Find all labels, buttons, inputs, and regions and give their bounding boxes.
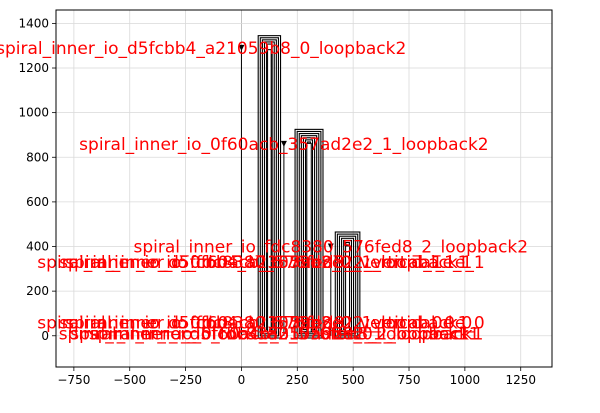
x-tick-label: −750: [57, 373, 90, 387]
port-annotation: spiral_inner_io_0f60acb_357ad2e2_1_loopb…: [70, 325, 479, 345]
spiral-turn: [334, 231, 361, 339]
port-annotation: spiral_inner_io_fdc8380_576fed8_2_vertic…: [65, 313, 485, 333]
port-annotation: spiral_inner_io_fdc8380_576fed8_2_loopba…: [134, 238, 529, 258]
layout-geometry: [238, 35, 361, 339]
y-tick-label: 1000: [18, 106, 49, 120]
spiral-turn: [298, 133, 320, 335]
spiral-turn: [294, 128, 324, 339]
spiral-turn: [259, 37, 279, 337]
port-marker: [327, 243, 334, 250]
port-annotation: spiral_inner_io_0f60acb_357ad2e2_1_loopb…: [59, 253, 468, 273]
port-annotation: spiral_inner_io_d5fcbb4_a21059b8_0_loopb…: [0, 39, 406, 59]
x-tick-label: 250: [286, 373, 309, 387]
y-tick-label: 200: [26, 284, 49, 298]
port-annotation: spiral_inner_io_fdc8380_576fed8_2_vertic…: [65, 253, 485, 273]
x-tick-label: 0: [238, 373, 246, 387]
port-annotation: spiral_inner_io_d5fcbb4_a21059b8_0_verti…: [37, 313, 472, 333]
x-tick-label: −500: [113, 373, 146, 387]
port-marker: [238, 44, 245, 51]
port-marker: [280, 140, 287, 147]
spiral-block: [257, 35, 282, 339]
x-tick-label: 1250: [505, 373, 536, 387]
x-tick-label: −250: [169, 373, 202, 387]
axis-ticks: −750 −500 −250 0 250 500 750 1000 1250 0 200 400 600…: [18, 16, 536, 387]
x-tick-label: 750: [398, 373, 421, 387]
spiral-turn: [296, 130, 322, 337]
x-tick-label: 500: [342, 373, 365, 387]
y-tick-label: 0: [41, 329, 49, 343]
port-annotation: spiral_inner_io_0f60acb_357ad2e2_1_loopb…: [59, 313, 468, 333]
port-annotation: spiral_inner_io_d5fcbb4_a21059b8_0_verti…: [37, 253, 472, 273]
port-annotation: spiral_inner_io_0f60acb_357ad2e2_1_loopb…: [79, 135, 488, 155]
y-tick-label: 1200: [18, 61, 49, 75]
y-tick-label: 1400: [18, 16, 49, 30]
port-annotation: spiral_inner_io_fdc8380_576fed8_2_loopba…: [89, 325, 484, 345]
spiral-turn: [261, 39, 277, 335]
plot-frame: [55, 9, 553, 368]
annotations: spiral_inner_io_d5fcbb4_a21059b8_0_loopb…: [0, 39, 528, 345]
port-annotation: spiral_inner_io_d5fcbb4_a21059b8_0_loopb…: [59, 325, 469, 345]
spiral-block: [334, 231, 361, 339]
spiral-core: [345, 245, 351, 333]
spiral-turn: [336, 233, 359, 337]
y-tick-label: 600: [26, 195, 49, 209]
spiral-block: [294, 128, 324, 339]
spiral-core: [306, 142, 312, 333]
spiral-turn: [257, 35, 282, 339]
x-tick-label: 1000: [450, 373, 481, 387]
y-tick-label: 800: [26, 150, 49, 164]
spiral-core: [267, 49, 272, 333]
spiral-turn: [338, 235, 357, 335]
y-tick-label: 400: [26, 240, 49, 254]
